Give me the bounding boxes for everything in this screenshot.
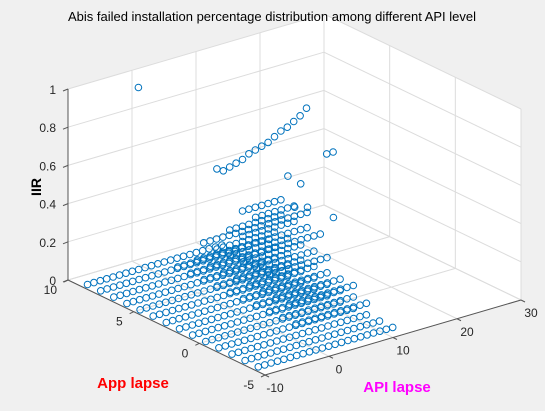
z-tick-mark <box>62 241 69 245</box>
scatter-point <box>296 180 305 188</box>
scatter-point <box>270 132 279 141</box>
scatter-point <box>303 203 312 212</box>
scatter-point <box>238 155 247 164</box>
scatter-point <box>290 203 299 211</box>
z-tick-mark <box>62 279 69 283</box>
grid-line <box>67 89 325 166</box>
grid-line <box>67 13 325 90</box>
grid-line <box>259 223 458 320</box>
scatter-point <box>362 299 371 308</box>
grid-line <box>323 51 522 148</box>
x-tick-label: 20 <box>460 325 474 339</box>
scatter-point <box>296 112 304 120</box>
scatter-point <box>323 253 331 262</box>
z-axis-label: IIR <box>28 178 44 196</box>
scatter-point <box>310 247 318 255</box>
z-tick-label: 0 <box>49 274 56 288</box>
z-tick-label: 0.8 <box>39 121 56 135</box>
scatter-point <box>225 163 234 171</box>
scatter-point <box>303 223 311 232</box>
z-tick-label: 0.2 <box>39 236 56 250</box>
grid-line <box>323 128 522 225</box>
scatter-point <box>302 104 311 112</box>
scatter-points <box>83 83 397 371</box>
chart-title: Abis failed installation percentage dist… <box>68 9 476 24</box>
scatter-point <box>290 202 298 210</box>
y-tick-mark <box>195 342 200 346</box>
scatter-point <box>264 138 272 147</box>
grid-line <box>199 267 456 344</box>
y-axis-label: App lapse <box>97 375 169 392</box>
y-tick-label: 5 <box>116 315 123 329</box>
x-tick-mark <box>520 299 526 303</box>
grid-line <box>323 166 522 263</box>
scatter-point <box>277 127 285 135</box>
x-tick-mark <box>456 318 462 322</box>
x-tick-mark <box>264 374 270 378</box>
scatter-point <box>284 172 292 180</box>
y-tick-label: -5 <box>243 378 254 392</box>
grid-line <box>323 204 522 301</box>
x-tick-mark <box>392 337 398 340</box>
scatter-point <box>329 213 338 222</box>
y-axis-line <box>67 279 266 376</box>
scatter-point <box>283 123 292 131</box>
grid-line <box>131 260 330 357</box>
x-axis-label: API lapse <box>363 379 431 396</box>
scatter-point <box>310 262 318 271</box>
x-tick-label: -10 <box>266 381 284 395</box>
scatter-point <box>296 256 305 265</box>
y-tick-mark <box>129 311 134 315</box>
scatter-point <box>277 211 285 219</box>
grid-line <box>67 51 325 128</box>
scatter-point <box>232 159 240 167</box>
scatter-point <box>219 167 228 175</box>
scatter-point <box>349 293 358 301</box>
scatter-point <box>218 241 226 249</box>
z-tick-label: 0.6 <box>39 159 56 173</box>
z-tick-mark <box>62 203 69 207</box>
scatter-point <box>277 196 285 204</box>
z-tick-label: 1 <box>49 83 56 97</box>
y-tick-label: 0 <box>182 346 189 360</box>
x-tick-mark <box>328 355 334 359</box>
scatter-point <box>289 117 298 126</box>
z-tick-mark <box>62 88 69 92</box>
z-tick-mark <box>62 126 69 130</box>
scatter-point <box>296 241 305 249</box>
z-tick-label: 0.4 <box>39 198 56 212</box>
x-tick-label: 10 <box>396 344 410 358</box>
scatter-point <box>362 311 371 319</box>
z-tick-mark <box>62 164 69 168</box>
scatter-point <box>257 142 266 150</box>
scatter-point <box>375 317 384 325</box>
scatter-point <box>283 234 292 243</box>
grid-line <box>67 166 325 243</box>
x-tick-label: 30 <box>524 306 538 320</box>
grid-line <box>323 13 522 110</box>
grid-line <box>67 128 325 205</box>
scatter-point <box>245 150 253 158</box>
scatter-point <box>336 275 344 284</box>
x-tick-label: 0 <box>336 362 343 376</box>
grid-line <box>323 89 522 186</box>
scatter-point <box>283 250 292 258</box>
scatter-point <box>265 235 273 244</box>
scatter-point <box>134 83 143 92</box>
y-tick-mark <box>260 374 266 378</box>
scatter-point <box>323 269 331 277</box>
scatter-point <box>388 323 397 332</box>
scatter-point <box>349 281 358 290</box>
scatter-point <box>251 146 260 154</box>
scatter-point <box>290 217 298 226</box>
scatter-point <box>329 148 337 156</box>
scatter-point <box>303 208 311 217</box>
scatter-point <box>316 230 325 238</box>
grid-line <box>67 204 325 281</box>
scatter-point <box>270 228 279 236</box>
y-tick-label: 10 <box>44 283 58 297</box>
scatter-point <box>257 222 266 230</box>
